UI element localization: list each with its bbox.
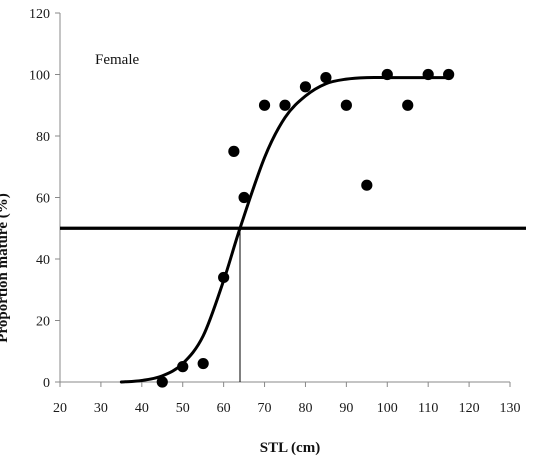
data-point (320, 71, 332, 84)
data-point (177, 361, 189, 373)
y-tick-labels: 0 20 40 60 80 100 120 (29, 7, 60, 391)
x-tick-label: 130 (500, 401, 521, 416)
x-tick-label: 100 (377, 401, 398, 416)
x-tick-label: 70 (258, 401, 272, 416)
y-tick-label: 0 (43, 376, 50, 391)
y-axis-title: Proportion mature (%) (0, 193, 11, 342)
data-point (361, 179, 373, 191)
reference-lines (60, 226, 526, 382)
x-tick-label: 80 (298, 401, 312, 416)
y-tick-label: 60 (36, 192, 50, 207)
data-point (422, 68, 434, 81)
data-point (443, 68, 455, 81)
logistic-fit-curve (119, 75, 451, 384)
data-point (218, 271, 230, 284)
y-tick-label: 20 (36, 315, 50, 330)
data-point (402, 99, 414, 111)
x-tick-label: 120 (459, 401, 480, 416)
x-tick-label: 50 (176, 401, 190, 416)
data-point (258, 99, 271, 111)
data-points (156, 68, 455, 388)
data-point (197, 357, 209, 370)
y-tick-label: 100 (29, 69, 50, 84)
annotation-female: Female (95, 52, 139, 68)
x-tick-label: 20 (53, 401, 67, 416)
labels-layer: Female STL (cm) Proportion mature (%) (0, 52, 320, 456)
x-tick-label: 60 (217, 401, 231, 416)
x-tick-label: 40 (135, 401, 149, 416)
data-point (299, 81, 312, 93)
x-axis-title: STL (cm) (260, 440, 320, 456)
data-point (238, 191, 250, 204)
y-tick-label: 120 (29, 7, 50, 22)
data-point (279, 99, 291, 111)
y-tick-label: 40 (36, 253, 50, 268)
data-point (228, 145, 240, 157)
x-tick-label: 30 (94, 401, 108, 416)
data-point (381, 68, 393, 81)
fit-curve-layer (119, 75, 451, 384)
x-tick-labels: 20 30 40 50 60 70 80 90 100 110 120 130 (53, 382, 521, 416)
axes-layer (59, 13, 510, 383)
y-tick-label: 80 (36, 130, 50, 145)
x-tick-label: 110 (418, 401, 438, 416)
data-point (156, 376, 168, 388)
data-point (340, 99, 352, 111)
x-tick-label: 90 (339, 401, 353, 416)
